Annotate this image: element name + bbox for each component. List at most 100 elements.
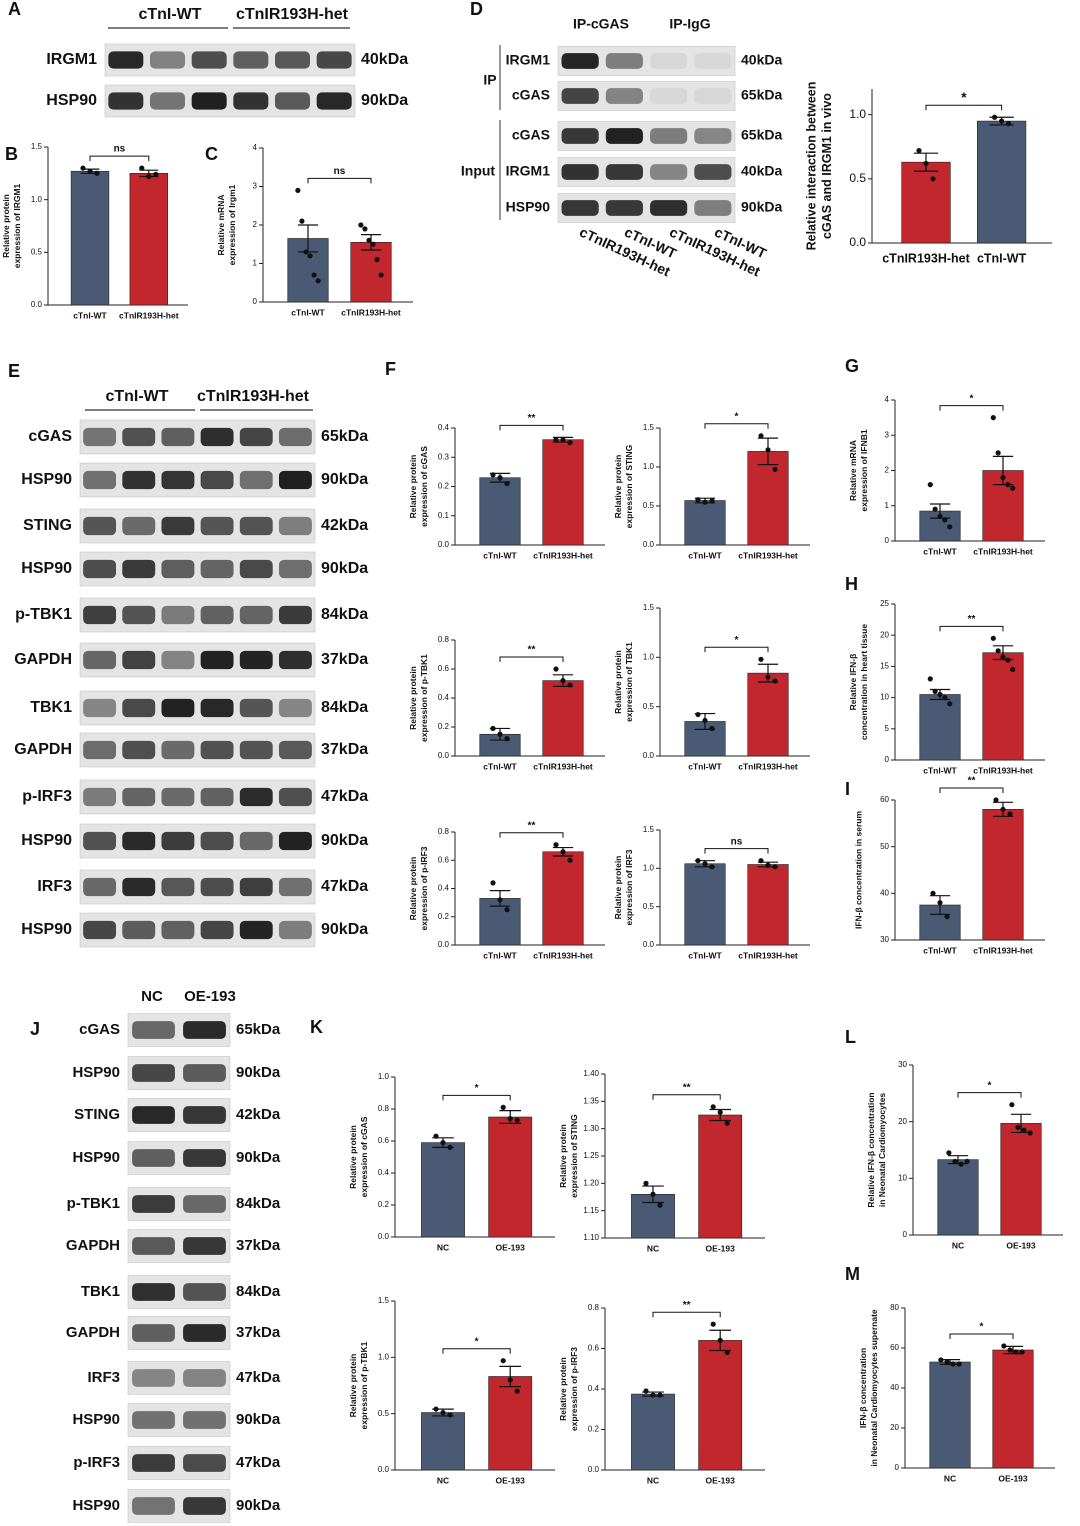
- y-tick-label: 0.2: [438, 722, 450, 731]
- band: [239, 920, 273, 940]
- x-tick-label: OE-193: [496, 1242, 526, 1252]
- y-tick-label: 0.4: [378, 1168, 390, 1177]
- x-tick-label: cTnI-WT: [923, 765, 957, 775]
- significance-bracket: [442, 1348, 511, 1354]
- band: [200, 831, 234, 851]
- y-tick-label: 0.6: [588, 1344, 600, 1353]
- data-point: [942, 695, 948, 701]
- data-point: [490, 472, 496, 478]
- band: [239, 427, 273, 447]
- data-point: [560, 437, 566, 443]
- band: [83, 698, 117, 718]
- band: [278, 877, 312, 897]
- significance-bracket: [939, 405, 1004, 411]
- data-point: [1006, 121, 1012, 127]
- significance-bracket: [704, 423, 769, 429]
- band: [122, 740, 156, 760]
- significance-bracket: [652, 1094, 721, 1100]
- membrane: [557, 81, 736, 111]
- band: [132, 1411, 175, 1429]
- size-label: 90kDa: [236, 1497, 281, 1514]
- panel-label: I: [845, 779, 850, 799]
- y-tick-label: 0.2: [438, 912, 450, 921]
- data-point: [765, 674, 771, 680]
- band: [200, 787, 234, 807]
- y-tick-label: 20: [890, 1423, 899, 1432]
- bar: [747, 864, 789, 946]
- membrane: [79, 690, 316, 726]
- protein-label: p-IRF3: [73, 1454, 120, 1471]
- data-point: [80, 165, 86, 171]
- data-point: [553, 437, 559, 443]
- band: [122, 831, 156, 851]
- bar: [698, 1340, 743, 1471]
- panel-label: G: [845, 356, 859, 376]
- band: [83, 787, 117, 807]
- band: [278, 698, 312, 718]
- y-tick-label: 15: [880, 662, 889, 671]
- band: [278, 740, 312, 760]
- band: [605, 200, 643, 216]
- group-label: IP-IgG: [669, 16, 710, 32]
- protein-label: GAPDH: [14, 651, 72, 668]
- band: [561, 200, 599, 216]
- protein-label: p-TBK1: [15, 606, 72, 623]
- x-tick-label: cTnIR193H-het: [973, 765, 1033, 775]
- y-tick-label: 0.3: [438, 452, 450, 461]
- band: [694, 53, 732, 69]
- band: [278, 831, 312, 851]
- data-point: [710, 1104, 716, 1110]
- size-label: 90kDa: [321, 471, 368, 488]
- data-point: [1021, 1127, 1027, 1133]
- y-tick-label: 0.6: [438, 855, 450, 864]
- significance-label: *: [970, 393, 974, 404]
- y-tick-label: 0.2: [378, 1200, 390, 1209]
- protein-label: HSP90: [72, 1149, 120, 1166]
- membrane: [79, 823, 316, 859]
- data-point: [1009, 1102, 1015, 1108]
- size-label: 47kDa: [321, 878, 368, 895]
- y-tick-label: 0.4: [588, 1384, 600, 1393]
- band: [83, 920, 117, 940]
- significance-bracket: [89, 155, 150, 162]
- size-label: 90kDa: [236, 1064, 281, 1081]
- data-point: [937, 900, 943, 906]
- x-tick-label: cTnIR193H-het: [738, 950, 798, 960]
- band: [275, 92, 310, 110]
- bar: [684, 863, 726, 946]
- data-point: [1000, 474, 1006, 481]
- band: [650, 164, 688, 180]
- band: [122, 877, 156, 897]
- size-label: 40kDa: [741, 163, 782, 179]
- data-point: [650, 1191, 656, 1197]
- band: [694, 164, 732, 180]
- band: [83, 516, 117, 536]
- significance-label: **: [528, 645, 536, 656]
- band: [122, 787, 156, 807]
- data-point: [930, 890, 936, 896]
- band: [278, 427, 312, 447]
- data-point: [504, 480, 510, 487]
- data-point: [650, 1392, 656, 1398]
- band: [650, 128, 688, 144]
- bar: [747, 451, 789, 546]
- y-axis-label: Relative protein: [558, 1124, 568, 1188]
- panel-label: A: [8, 0, 21, 19]
- data-point: [992, 114, 998, 120]
- size-label: 90kDa: [321, 921, 368, 938]
- band: [83, 427, 117, 447]
- y-axis-label: Relative protein: [1, 194, 11, 258]
- y-tick-label: 0: [885, 755, 890, 764]
- band: [132, 1237, 175, 1255]
- y-axis-label: in Neonatal Cardiomyocytes: [877, 1093, 887, 1208]
- data-point: [990, 635, 996, 641]
- data-point: [146, 173, 152, 180]
- group-label: cTnI-WT: [138, 6, 201, 23]
- x-tick-label: OE-193: [998, 1473, 1028, 1483]
- significance-label: *: [735, 411, 739, 422]
- data-point: [772, 466, 778, 472]
- bar: [929, 1361, 971, 1469]
- bar: [542, 439, 584, 546]
- protein-label: GAPDH: [66, 1237, 120, 1254]
- y-tick-label: 0.5: [849, 171, 866, 185]
